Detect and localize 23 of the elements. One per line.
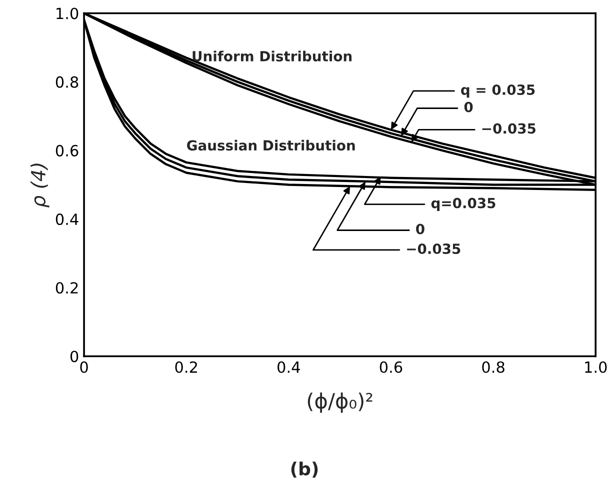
annotation: 0 xyxy=(416,224,424,234)
x-tick-label: 1.0 xyxy=(585,361,607,373)
y-tick-label: 0 xyxy=(70,350,78,362)
y-tick-label: 0.6 xyxy=(56,144,78,156)
annotation: Uniform Distribution xyxy=(192,50,352,62)
x-axis-title: (ϕ/ϕ₀)² xyxy=(308,392,372,413)
y-tick-label: 0.2 xyxy=(56,282,78,294)
annotation: 0 xyxy=(464,102,473,112)
x-tick-label: 0.6 xyxy=(380,361,402,373)
x-tick-label: 0.2 xyxy=(175,361,197,373)
y-axis-title: ρ (4) xyxy=(30,164,50,208)
y-tick-label: 1.0 xyxy=(56,8,78,20)
text: (b) xyxy=(291,462,318,478)
annotation: q = 0.035 xyxy=(461,84,535,98)
annotation: Gaussian Distribution xyxy=(187,140,355,151)
annotation: q=0.035 xyxy=(431,198,496,211)
annotation: −0.035 xyxy=(482,123,536,134)
annotation: −0.035 xyxy=(407,244,460,254)
x-tick-label: 0 xyxy=(80,361,88,373)
y-tick-label: 0.4 xyxy=(56,213,78,226)
x-tick-label: 0.8 xyxy=(482,361,504,373)
x-tick-label: 0.4 xyxy=(278,361,300,373)
y-tick-label: 0.8 xyxy=(56,76,78,88)
